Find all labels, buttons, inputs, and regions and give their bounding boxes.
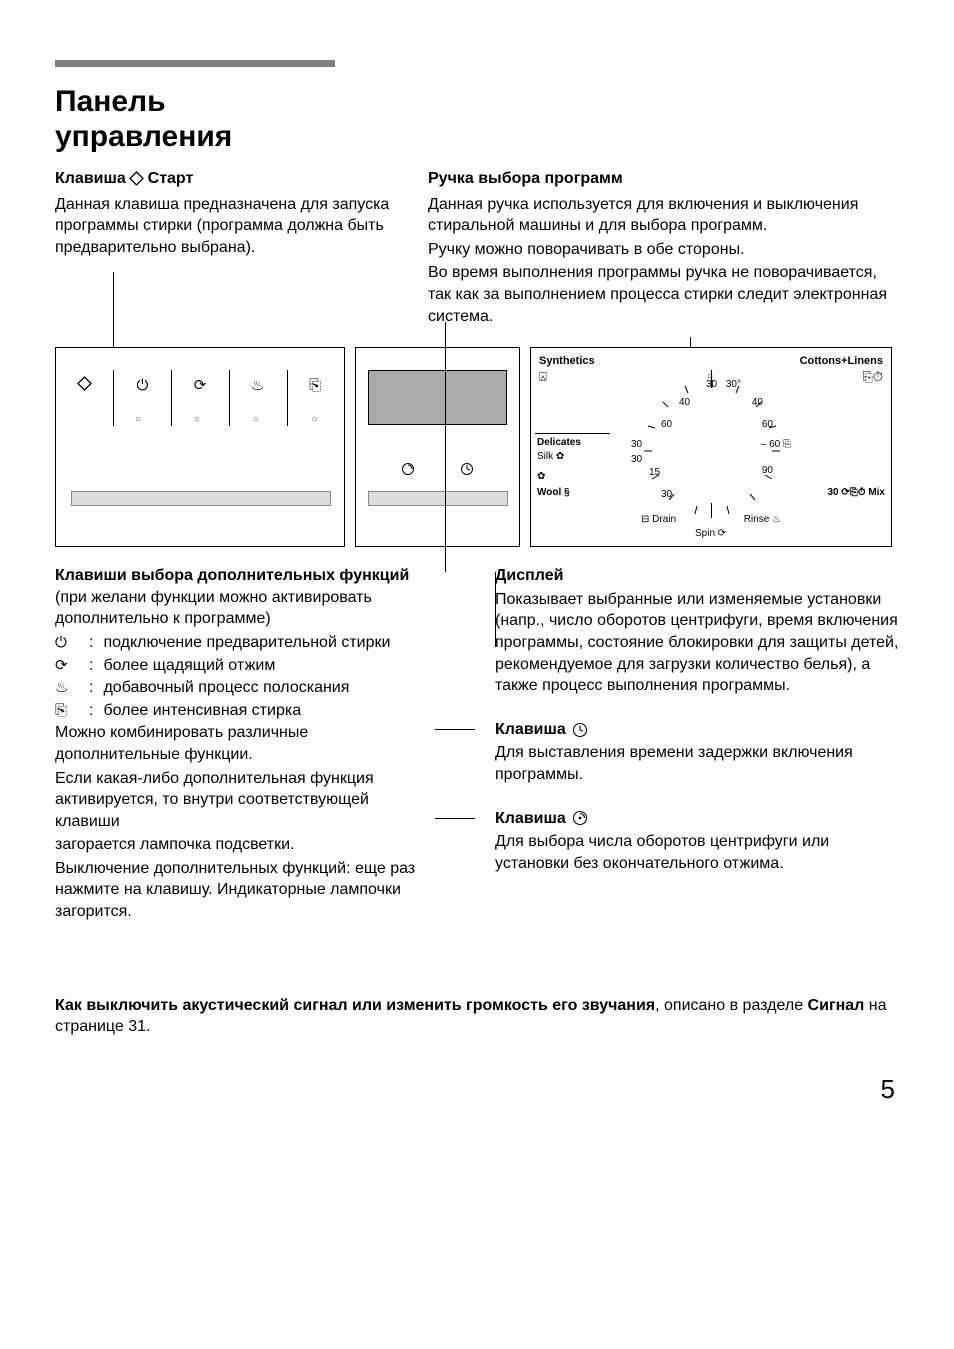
- panel2-button-bar: [368, 491, 508, 506]
- selector-p1: Данная ручка используется для включения …: [428, 194, 899, 237]
- display-block: Дисплей Показывает выбранные или изменяе…: [495, 565, 899, 697]
- desc-right-column: Дисплей Показывает выбранные или изменяе…: [435, 565, 899, 925]
- leader-line: [435, 729, 475, 730]
- extra-rinse-icon: ♨: [55, 677, 89, 698]
- panel1-button-bar: [71, 491, 331, 506]
- col-start-button: Клавиша Старт Данная клавиша предназначе…: [55, 168, 400, 329]
- dial-ticks: [531, 348, 893, 548]
- function-item: ⏻: подключение предварительной стирки: [55, 632, 417, 654]
- function-item: ⎘: более интенсивная стирка: [55, 700, 417, 722]
- title-line1: Панель: [55, 85, 166, 118]
- prewash-icon: ⏻: [55, 632, 89, 653]
- gentle-spin-icon: ⟳: [55, 655, 89, 676]
- functions-heading-rest: (при желани функции можно активировать д…: [55, 589, 372, 628]
- panel-buttons: ⏻ ⟳ ♨ ⎘ ○○○○: [55, 347, 345, 547]
- intro-columns: Клавиша Старт Данная клавиша предназначе…: [55, 168, 899, 329]
- panel1-leds: ○○○○: [56, 413, 344, 427]
- functions-tail2: Если какая-либо дополнительная функция а…: [55, 768, 417, 833]
- time-button-heading: Клавиша: [495, 719, 899, 741]
- time-button-body: Для выставления времени задержки включен…: [495, 742, 899, 785]
- diamond-start-icon: [70, 376, 100, 396]
- functions-list: ⏻: подключение предварительной стирки ⟳:…: [55, 632, 417, 721]
- lcd-display: [368, 370, 507, 425]
- selector-heading: Ручка выбора программ: [428, 168, 899, 190]
- function-text: более щадящий отжим: [93, 655, 417, 677]
- extra-rinse-icon: ♨: [243, 376, 273, 396]
- clock-icon: [572, 722, 588, 738]
- spin-button-block: Клавиша Для выбора числа оборотов центри…: [495, 808, 899, 875]
- page-number: 5: [55, 1072, 899, 1107]
- diamond-icon: [130, 172, 143, 185]
- function-item: ♨: добавочный процесс полоскания: [55, 677, 417, 699]
- functions-tail3: загорается лампочка подсветки.: [55, 834, 417, 856]
- time-button-block: Клавиша Для выставления времени задержки…: [495, 719, 899, 786]
- panel-row: ⏻ ⟳ ♨ ⎘ ○○○○ Synthetics: [55, 347, 900, 547]
- descriptions: Клавиши выбора дополнительных функций (п…: [55, 565, 899, 925]
- prefix: Клавиша: [495, 719, 566, 741]
- panel1-icons: ⏻ ⟳ ♨ ⎘: [56, 376, 344, 396]
- functions-heading: Клавиши выбора дополнительных функций (п…: [55, 565, 417, 630]
- functions-tail1: Можно комбинировать различные дополнител…: [55, 722, 417, 765]
- footer-mid: , описано в разделе: [655, 997, 807, 1014]
- panel-display: [355, 347, 520, 547]
- functions-heading-bold: Клавиши выбора дополнительных функций: [55, 567, 409, 584]
- start-heading-prefix: Клавиша: [55, 170, 130, 187]
- function-text: более интенсивная стирка: [93, 700, 417, 722]
- spin-button-icon: [401, 462, 415, 481]
- footer-bold2: Сигнал: [808, 997, 865, 1014]
- title-line2: управления: [55, 120, 232, 153]
- panel-dial: Synthetics ⍓ Cottons+Linens ⎘⏱ Delicates…: [530, 347, 892, 547]
- divider-display: [445, 322, 446, 572]
- section-rule: [55, 60, 335, 67]
- spin-icon: [572, 810, 588, 826]
- intensive-icon: ⎘: [55, 700, 89, 721]
- panel2-buttons: [356, 462, 519, 481]
- page-title: Панель управления: [55, 85, 899, 154]
- selector-p3: Во время выполнения программы ручка не п…: [428, 262, 899, 327]
- function-text: подключение предварительной стирки: [93, 632, 417, 654]
- prewash-icon: ⏻: [127, 376, 157, 396]
- control-panel-diagram: ⏻ ⟳ ♨ ⎘ ○○○○ Synthetics: [55, 347, 900, 547]
- footer-bold1: Как выключить акустический сигнал или из…: [55, 997, 655, 1014]
- start-heading: Клавиша Старт: [55, 168, 400, 190]
- start-heading-suffix: Старт: [143, 170, 193, 187]
- function-text: добавочный процесс полоскания: [93, 677, 417, 699]
- col-program-selector: Ручка выбора программ Данная ручка испол…: [428, 168, 899, 329]
- prefix: Клавиша: [495, 808, 566, 830]
- intensive-icon: ⎘: [300, 376, 330, 396]
- display-heading: Дисплей: [495, 565, 899, 587]
- selector-p2: Ручку можно поворачивать в обе стороны.: [428, 239, 899, 261]
- desc-extra-functions: Клавиши выбора дополнительных функций (п…: [55, 565, 435, 925]
- function-item: ⟳: более щадящий отжим: [55, 655, 417, 677]
- leader-line: [435, 818, 475, 819]
- footer-note: Как выключить акустический сигнал или из…: [55, 995, 899, 1038]
- time-button-icon: [460, 462, 474, 481]
- display-body: Показывает выбранные или изменяемые уста…: [495, 589, 899, 697]
- gentle-spin-icon: ⟳: [185, 376, 215, 396]
- spin-button-heading: Клавиша: [495, 808, 899, 830]
- spin-button-body: Для выбора числа оборотов центрифуги или…: [495, 831, 899, 874]
- start-body: Данная клавиша предназначена для запуска…: [55, 194, 400, 259]
- functions-tail4: Выключение дополнительных функций: еще р…: [55, 858, 417, 923]
